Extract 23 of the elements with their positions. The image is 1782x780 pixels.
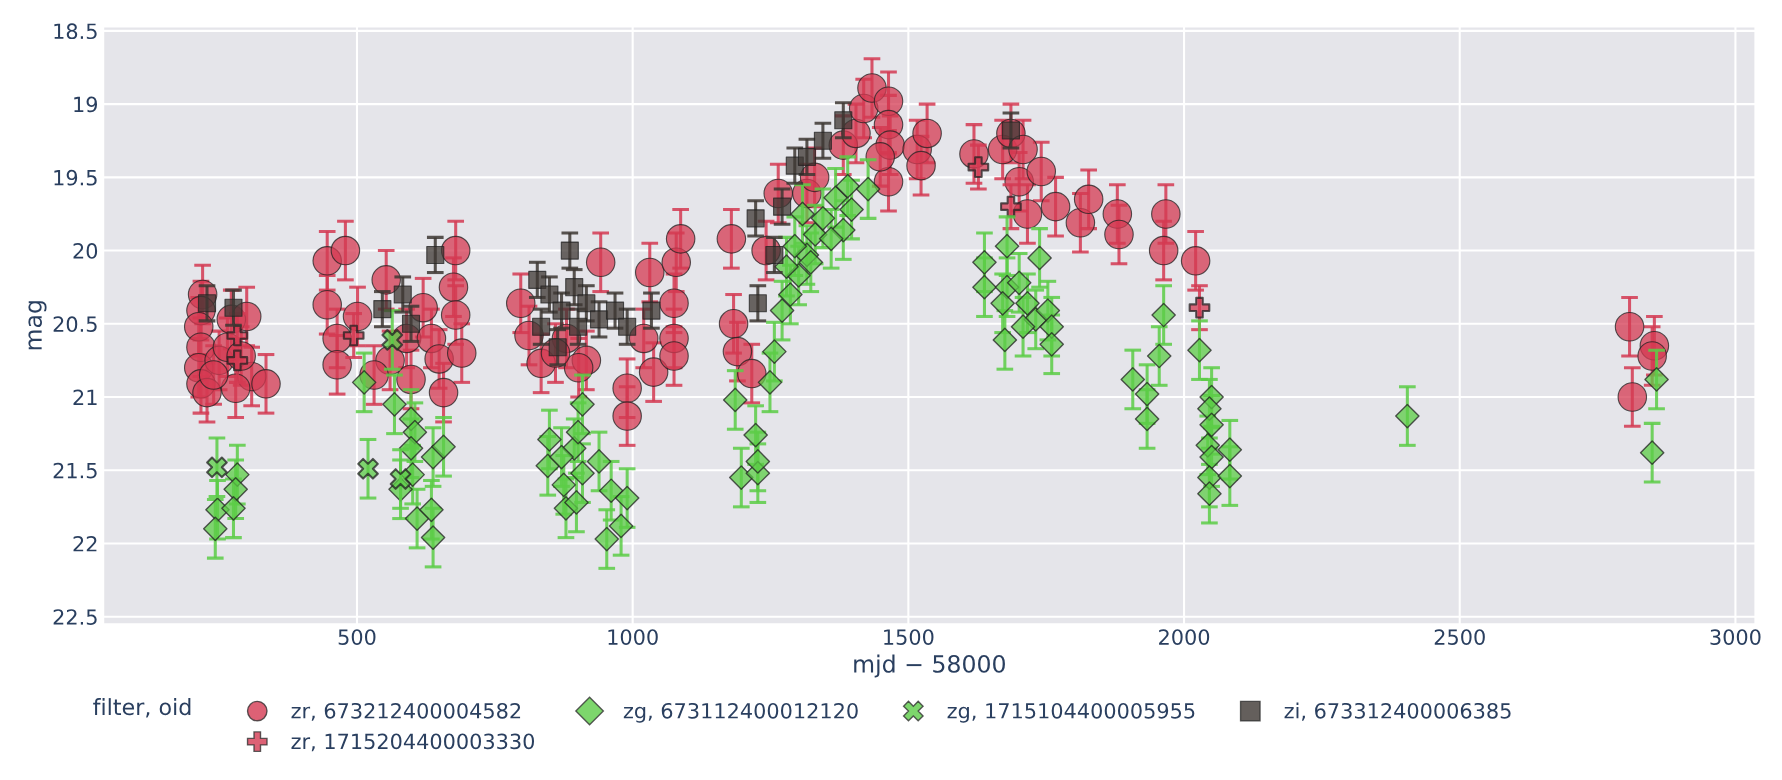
legend-label: zi, 673312400006385 bbox=[1284, 702, 1511, 721]
legend-title: filter, oid bbox=[93, 698, 191, 718]
y-axis-title: mag bbox=[28, 301, 47, 350]
legend-label: zg, 1715104400005955 bbox=[947, 702, 1195, 723]
legend-label: zr, 673212400004582 bbox=[291, 702, 521, 721]
y-tick-label: 21 bbox=[73, 389, 97, 405]
x-tick-label: 500 bbox=[338, 629, 376, 645]
legend-label: zg, 673112400012120 bbox=[623, 702, 858, 723]
legend-label: zr, 1715204400003330 bbox=[291, 733, 535, 752]
y-tick-label: 20 bbox=[73, 243, 98, 259]
y-tick-label: 22.5 bbox=[53, 609, 97, 625]
y-tick-label: 22 bbox=[73, 535, 97, 552]
y-tick-label: 20.5 bbox=[53, 316, 97, 333]
x-tick-label: 2500 bbox=[1434, 629, 1485, 645]
x-tick-label: 2000 bbox=[1159, 629, 1210, 645]
x-axis-title: mjd − 58000 bbox=[854, 654, 1005, 678]
y-tick-label: 21.5 bbox=[53, 462, 97, 479]
y-tick-label: 18.5 bbox=[54, 23, 97, 40]
x-tick-label: 1500 bbox=[884, 629, 934, 645]
x-tick-label: 1000 bbox=[608, 629, 658, 645]
y-tick-label: 19.5 bbox=[54, 169, 97, 186]
x-tick-label: 3000 bbox=[1710, 629, 1761, 645]
y-tick-label: 19 bbox=[74, 96, 98, 113]
